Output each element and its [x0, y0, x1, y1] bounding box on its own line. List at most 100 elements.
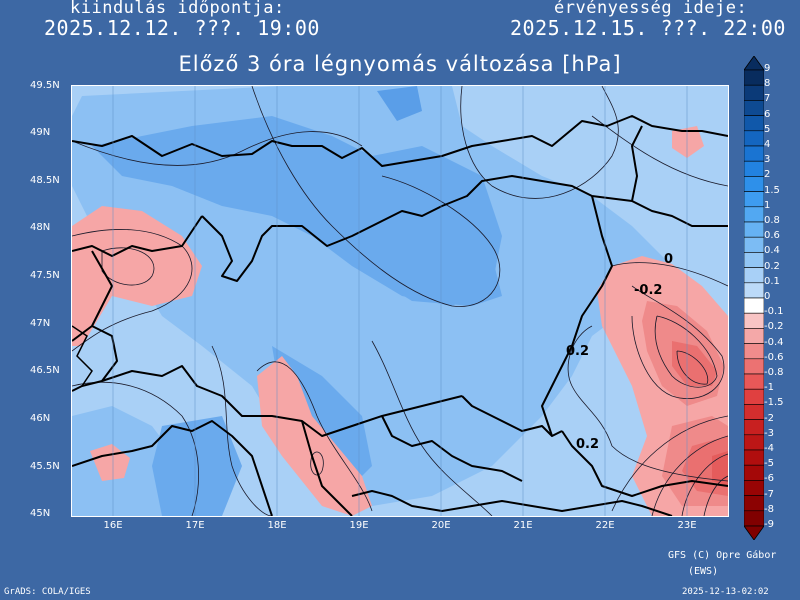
legend-swatch: [744, 236, 764, 253]
legend-label: -0.6: [764, 351, 784, 363]
legend-swatch: [744, 252, 764, 268]
graticule: [112, 86, 688, 516]
legend-swatch: [744, 100, 764, 116]
map-title: Előző 3 óra légnyomás változása [hPa]: [178, 52, 622, 76]
isoline: [72, 131, 363, 166]
isoline: [611, 415, 728, 512]
legend-label: -5: [764, 458, 774, 470]
legend-label: 1: [764, 199, 771, 211]
border-line: [72, 325, 118, 392]
map-canvas: 0 -0.2 0.2 0.2: [72, 86, 728, 516]
border-line: [101, 365, 463, 437]
lon-tick-label: 19E: [349, 520, 369, 531]
isoline: [460, 86, 619, 199]
legend-swatch: [744, 115, 764, 132]
legend-swatch: [744, 373, 764, 390]
legend-swatch: [744, 176, 764, 192]
legend-label: -0.1: [764, 306, 784, 318]
legend-swatch: [744, 510, 764, 527]
isoline: [251, 86, 501, 307]
legend-label: 0: [764, 291, 771, 302]
legend-label: 6: [764, 108, 771, 120]
contour-label-layer: 0 -0.2 0.2 0.2: [566, 252, 673, 452]
legend-label: -9: [764, 519, 774, 530]
field-region-dark-blue: [352, 206, 502, 306]
isoline: [256, 361, 373, 512]
lon-tick-label: 21E: [513, 520, 533, 531]
legend-swatch: [744, 267, 764, 284]
legend-label: -6: [764, 473, 774, 485]
isoline: [72, 381, 199, 516]
legend-swatch: [744, 206, 764, 223]
legend-label: 2: [764, 169, 771, 181]
start-time-label: kiindulás időpontja:: [70, 0, 285, 18]
isoline: [371, 340, 493, 516]
border-line: [72, 115, 728, 167]
legend-swatch: [744, 404, 764, 420]
contour-label: -0.2: [634, 283, 662, 298]
lat-tick-label: 48.5N: [30, 175, 60, 186]
legend-swatch: [744, 145, 764, 162]
model-credit: GFS (C) Opre Gábor: [668, 550, 777, 561]
legend-swatch: [744, 358, 764, 375]
legend-swatch: [744, 464, 764, 481]
isoline: [676, 350, 709, 385]
legend-label: 0.2: [764, 260, 780, 272]
legend-label: -0.8: [764, 367, 784, 378]
legend-label: 0.1: [764, 275, 780, 287]
legend-swatch: [744, 480, 764, 496]
legend-label: 0.4: [764, 245, 780, 257]
legend-label: 0.8: [764, 215, 780, 226]
color-scale-bar: [744, 56, 764, 540]
field-region-pink: [672, 126, 704, 158]
isoline: [611, 262, 728, 287]
lon-tick-label: 20E: [431, 520, 451, 531]
plot-frame: [71, 85, 729, 517]
legend-swatch: [744, 449, 764, 466]
valid-time-value: 2025.12.15. ???. 22:00: [510, 16, 786, 40]
isoline: [703, 475, 728, 516]
legend-label: 3: [764, 154, 771, 166]
legend-label: -4: [764, 443, 774, 454]
isoline: [567, 325, 728, 482]
legend-swatch: [744, 160, 764, 177]
isoline: [654, 315, 718, 388]
legend-label: -1.5: [764, 397, 784, 409]
legend-swatch: [744, 297, 764, 314]
lat-tick-label: 48N: [30, 222, 51, 233]
grads-credit: GrADS: COLA/IGES: [4, 587, 91, 597]
isoline: [310, 451, 324, 476]
legend-label: -0.2: [764, 321, 784, 333]
lat-tick-label: 45N: [30, 508, 51, 519]
legend-label: 4: [764, 139, 771, 150]
lon-tick-label: 16E: [103, 520, 123, 531]
legend-label: 7: [764, 93, 771, 105]
border-line: [351, 490, 673, 516]
isoline: [72, 229, 193, 352]
legend-label: -2: [764, 412, 774, 424]
legend-label: -3: [764, 427, 774, 439]
legend-label: 9: [764, 63, 771, 74]
legend-swatch: [744, 434, 764, 451]
legend-label: 0.6: [764, 230, 780, 242]
legend-label: -0.4: [764, 336, 784, 348]
lat-tick-label: 49.5N: [30, 80, 60, 91]
legend-swatch: [744, 130, 764, 147]
legend-swatch: [744, 69, 764, 86]
field-region-dark-blue: [377, 86, 422, 121]
legend-swatch: [744, 343, 764, 360]
legend-swatch: [744, 328, 764, 344]
lat-tick-label: 46.5N: [30, 365, 60, 376]
legend-arrow-down: [744, 525, 764, 540]
lat-tick-label: 49N: [30, 127, 51, 138]
lat-tick-label: 46N: [30, 413, 51, 424]
border-line: [72, 215, 203, 257]
legend-label: 5: [764, 123, 771, 135]
lon-tick-label: 23E: [677, 520, 697, 531]
legend-swatch: [744, 282, 764, 299]
legend-swatch: [744, 221, 764, 238]
legend-swatch: [744, 312, 764, 329]
border-line: [201, 175, 728, 282]
border-line: [301, 420, 353, 516]
legend-label: -8: [764, 503, 774, 515]
